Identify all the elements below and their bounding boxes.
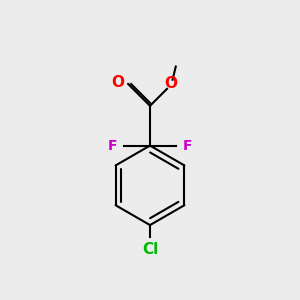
Text: O: O <box>112 75 124 90</box>
Text: F: F <box>182 139 192 153</box>
Text: Cl: Cl <box>142 242 158 257</box>
Text: O: O <box>164 76 177 91</box>
Text: F: F <box>108 139 118 153</box>
